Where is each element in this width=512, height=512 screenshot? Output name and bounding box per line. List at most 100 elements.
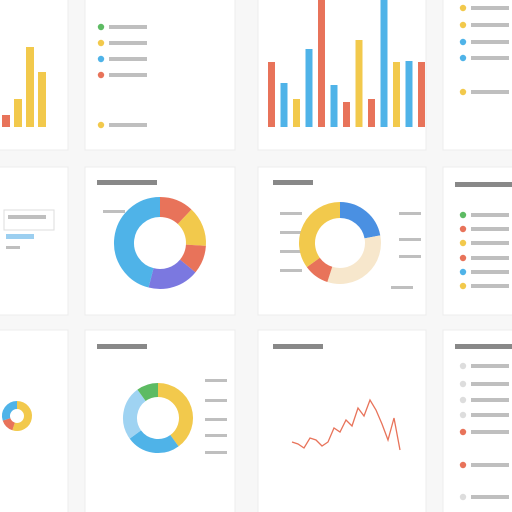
legend-dot xyxy=(459,211,467,219)
donut-segment xyxy=(114,197,161,288)
card xyxy=(257,0,427,151)
text-placeholder xyxy=(109,57,147,61)
text-placeholder xyxy=(471,284,509,288)
legend-dot xyxy=(459,239,467,247)
legend-dot xyxy=(459,21,467,29)
text-placeholder xyxy=(471,90,509,94)
donut-segment xyxy=(327,235,381,284)
bar xyxy=(26,47,34,127)
donut-segment xyxy=(339,202,381,239)
text-placeholder xyxy=(471,23,509,27)
legend-dot xyxy=(459,396,467,404)
bar xyxy=(330,85,338,127)
bar xyxy=(268,62,275,127)
input-box xyxy=(3,209,55,231)
legend-dot xyxy=(97,121,105,129)
text-placeholder xyxy=(471,382,509,386)
bar xyxy=(380,0,388,127)
line xyxy=(291,398,401,451)
text-placeholder xyxy=(471,270,509,274)
card xyxy=(442,329,512,512)
donut-segment xyxy=(299,202,341,268)
text-placeholder xyxy=(109,25,147,29)
card xyxy=(257,329,427,512)
legend-dot xyxy=(459,411,467,419)
legend-dot xyxy=(459,428,467,436)
bar xyxy=(343,102,350,127)
donut-segment xyxy=(148,259,196,289)
legend-dot xyxy=(459,254,467,262)
text-placeholder xyxy=(471,398,509,402)
bar xyxy=(305,49,313,127)
legend-dot xyxy=(459,268,467,276)
text-placeholder xyxy=(399,212,421,215)
title-placeholder xyxy=(97,344,147,349)
text-placeholder xyxy=(471,430,509,434)
legend-dot xyxy=(459,4,467,12)
bar xyxy=(318,0,325,127)
bar xyxy=(280,83,288,127)
legend-dot xyxy=(459,88,467,96)
progress xyxy=(6,234,34,239)
bar xyxy=(2,115,10,127)
text-placeholder xyxy=(280,250,302,253)
legend-dot xyxy=(97,39,105,47)
card xyxy=(257,166,427,316)
bar xyxy=(14,99,22,127)
legend-dot xyxy=(459,38,467,46)
donut-segment xyxy=(129,429,179,453)
text-placeholder xyxy=(205,451,227,454)
text-placeholder xyxy=(205,434,227,437)
donut-segment xyxy=(2,401,18,421)
text-placeholder xyxy=(471,40,509,44)
card xyxy=(84,166,236,316)
legend-dot xyxy=(459,362,467,370)
text-placeholder xyxy=(471,241,509,245)
text-placeholder xyxy=(280,212,302,215)
bar xyxy=(405,61,413,127)
text-placeholder xyxy=(280,231,302,234)
bar xyxy=(393,62,400,127)
donut-segment xyxy=(177,209,206,246)
text-placeholder xyxy=(399,238,421,241)
legend-dot xyxy=(459,282,467,290)
title-placeholder xyxy=(455,344,512,349)
text-placeholder xyxy=(471,364,509,368)
bar xyxy=(368,99,375,127)
bar xyxy=(355,40,363,127)
title-placeholder xyxy=(273,180,313,185)
legend-dot xyxy=(459,225,467,233)
legend-dot xyxy=(459,493,467,501)
text-placeholder xyxy=(205,379,227,382)
title-placeholder xyxy=(273,344,323,349)
text-placeholder xyxy=(205,399,227,402)
text-placeholder xyxy=(103,210,125,213)
title-placeholder xyxy=(97,180,157,185)
donut-segment xyxy=(157,383,193,447)
text-placeholder xyxy=(471,56,509,60)
marks xyxy=(2,0,425,453)
legend-dot xyxy=(459,461,467,469)
legend-rows xyxy=(97,4,509,501)
text-placeholder xyxy=(471,227,509,231)
text-placeholder xyxy=(8,215,46,219)
text-placeholder xyxy=(109,123,147,127)
donut-segment xyxy=(137,383,159,402)
card xyxy=(0,166,69,316)
donut-segment xyxy=(306,257,333,282)
text-placeholder xyxy=(6,246,20,249)
donut-segment xyxy=(179,244,206,273)
legend-dot xyxy=(97,71,105,79)
text-placeholder xyxy=(471,495,509,499)
donut-segment xyxy=(12,401,32,431)
legend-dot xyxy=(459,380,467,388)
text-placeholder xyxy=(471,6,509,10)
donut-segment xyxy=(123,389,147,439)
text-placeholder xyxy=(205,418,227,421)
text-placeholder xyxy=(399,255,421,258)
text-placeholder xyxy=(471,463,509,467)
donut-segment xyxy=(159,197,192,225)
